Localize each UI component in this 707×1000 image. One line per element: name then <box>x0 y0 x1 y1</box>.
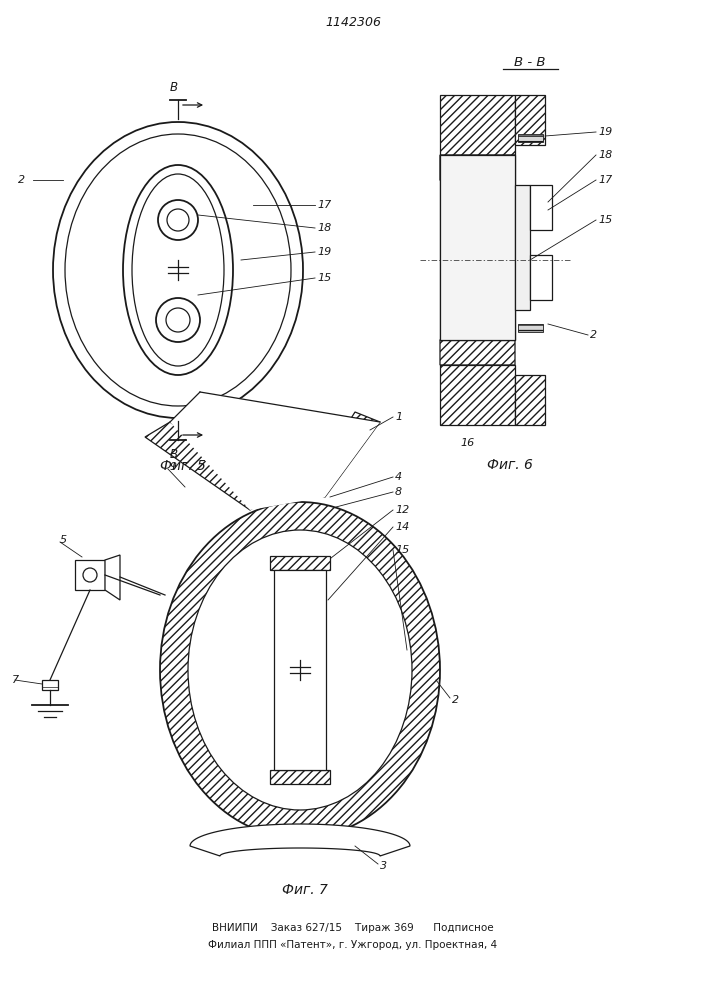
Text: 17: 17 <box>598 175 612 185</box>
Text: 4: 4 <box>395 472 402 482</box>
Polygon shape <box>190 824 410 856</box>
Text: Фиг. 6: Фиг. 6 <box>487 458 533 472</box>
Bar <box>518 134 543 142</box>
Polygon shape <box>105 555 120 600</box>
Bar <box>440 365 515 425</box>
Polygon shape <box>440 155 515 192</box>
Text: 18: 18 <box>317 223 332 233</box>
Text: 1: 1 <box>395 412 402 422</box>
Text: Фиг. 5: Фиг. 5 <box>160 459 206 473</box>
Text: 5: 5 <box>60 535 67 545</box>
Text: 2: 2 <box>590 330 597 340</box>
Text: 12: 12 <box>395 505 409 515</box>
Text: 16: 16 <box>461 438 475 448</box>
Polygon shape <box>75 560 105 590</box>
Text: Филиал ППП «Патент», г. Ужгород, ул. Проектная, 4: Филиал ППП «Патент», г. Ужгород, ул. Про… <box>209 940 498 950</box>
Bar <box>515 185 530 310</box>
Text: В: В <box>170 448 178 461</box>
Text: 2: 2 <box>452 695 459 705</box>
Bar <box>440 155 515 340</box>
Bar <box>440 155 515 340</box>
Text: 14: 14 <box>395 522 409 532</box>
Text: 15: 15 <box>598 215 612 225</box>
Bar <box>42 680 58 690</box>
Polygon shape <box>305 412 380 497</box>
Text: ВНИИПИ    Заказ 627/15    Тираж 369      Подписное: ВНИИПИ Заказ 627/15 Тираж 369 Подписное <box>212 923 493 933</box>
Bar <box>530 255 552 300</box>
Bar <box>530 185 552 230</box>
Ellipse shape <box>160 502 440 838</box>
Ellipse shape <box>83 568 97 582</box>
Polygon shape <box>170 392 380 510</box>
Text: 8: 8 <box>395 487 402 497</box>
Bar <box>515 95 545 145</box>
Ellipse shape <box>158 200 198 240</box>
Ellipse shape <box>166 308 190 332</box>
Text: В - В: В - В <box>514 55 546 68</box>
Text: 3: 3 <box>380 861 387 871</box>
Text: 9: 9 <box>170 462 177 472</box>
Ellipse shape <box>160 502 440 838</box>
Bar <box>440 95 515 155</box>
Bar <box>518 324 543 332</box>
Text: 7: 7 <box>12 675 19 685</box>
Text: 18: 18 <box>598 150 612 160</box>
Text: 1142306: 1142306 <box>325 15 381 28</box>
Text: 19: 19 <box>317 247 332 257</box>
Text: 2: 2 <box>18 175 25 185</box>
Polygon shape <box>145 422 270 510</box>
Text: 15: 15 <box>317 273 332 283</box>
Text: В: В <box>170 81 178 94</box>
Ellipse shape <box>188 530 412 810</box>
Text: 15: 15 <box>395 545 409 555</box>
Ellipse shape <box>156 298 200 342</box>
Text: 19: 19 <box>598 127 612 137</box>
Bar <box>270 556 330 570</box>
Polygon shape <box>440 328 515 365</box>
Bar <box>274 570 326 770</box>
Text: Фиг. 7: Фиг. 7 <box>282 883 328 897</box>
Text: 17: 17 <box>317 200 332 210</box>
Ellipse shape <box>167 209 189 231</box>
Bar <box>270 770 330 784</box>
Bar <box>515 375 545 425</box>
